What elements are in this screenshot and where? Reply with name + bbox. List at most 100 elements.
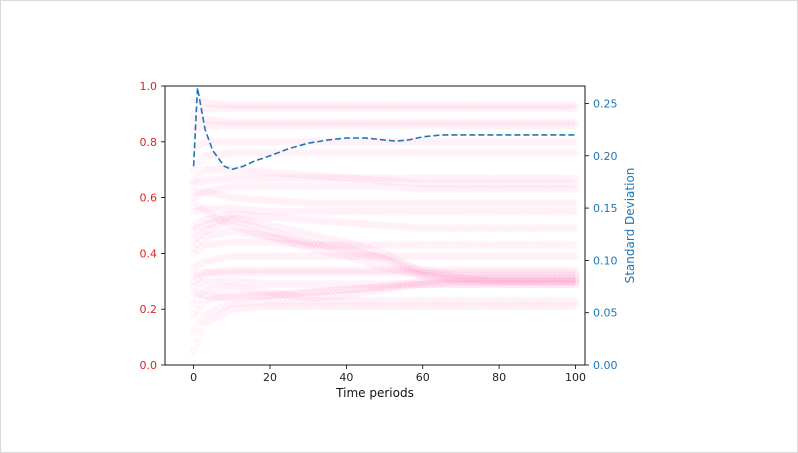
agent-path-marker [552,179,561,188]
agent-path-marker [434,118,442,127]
agent-path-marker [430,179,439,188]
agent-path-marker [556,104,565,113]
agent-path-marker [483,101,492,110]
agent-path-marker [235,137,244,146]
agent-path-marker [411,104,419,113]
agent-path-marker [208,189,217,198]
agent-path-marker [430,101,439,110]
agent-path-marker [338,104,347,113]
agent-path-marker [231,101,240,110]
agent-path-marker [414,121,423,129]
agent-path-marker [426,104,435,113]
agent-path-marker [403,178,412,187]
agent-path-marker [460,199,469,208]
agent-path-marker [518,179,526,188]
agent-path-marker [422,118,431,127]
agent-path-marker [327,118,335,127]
agent-path-marker [552,207,561,216]
agent-path-marker [308,199,316,208]
agent-path-marker [330,207,339,216]
agent-path-marker [288,207,297,216]
agent-path-marker [266,101,274,110]
agent-path-marker [468,224,477,233]
agent-path-marker [380,199,389,208]
agent-path-marker [239,149,248,157]
agent-path-marker [323,149,332,157]
agent-path-marker [216,204,225,213]
agent-path-marker [529,121,538,129]
agent-path-marker [472,149,481,157]
agent-path-marker [453,149,461,157]
agent-path-marker [560,224,568,233]
agent-path-marker [338,118,347,127]
agent-path-marker [479,104,488,113]
agent-path-marker [464,121,473,129]
agent-path-marker [548,104,557,113]
agent-path-marker [567,101,576,110]
agent-path-marker [548,179,557,188]
agent-path-marker [189,347,198,355]
agent-path-marker [300,101,309,110]
agent-path-marker [338,101,347,110]
agent-path-marker [479,149,488,157]
agent-path-marker [556,207,565,216]
agent-path-marker [227,149,236,157]
agent-path-marker [323,172,332,181]
agent-path-marker [395,178,404,186]
agent-path-marker [456,101,465,110]
agent-path-marker [334,101,343,110]
agent-path-marker [445,179,454,188]
agent-path-marker [563,118,572,127]
agent-path-marker [533,121,542,129]
agent-path-2 [189,96,580,110]
agent-path-marker [243,194,251,203]
agent-path-marker [422,207,431,216]
y2-tick-label: 0.20 [593,150,618,163]
agent-path-marker [327,173,335,181]
agent-path-marker [468,118,477,127]
agent-path-marker [376,176,385,185]
agent-path-marker [525,207,534,216]
agent-path-marker [262,168,271,177]
agent-path-marker [250,137,259,146]
agent-path-marker [502,224,511,233]
agent-path-marker [201,137,209,146]
agent-paths-layer [189,96,580,355]
agent-path-marker [518,104,526,113]
agent-path-marker [506,207,515,216]
agent-path-marker [231,210,240,219]
agent-path-marker [529,137,538,146]
agent-path-marker [521,121,530,129]
agent-path-marker [201,221,209,230]
agent-path-marker [483,149,492,157]
agent-path-marker [437,179,446,188]
agent-path-marker [441,199,450,208]
agent-path-marker [506,101,515,110]
agent-path-marker [403,199,412,208]
agent-path-marker [567,137,576,146]
agent-path-marker [460,179,469,188]
agent-path-marker [330,104,339,113]
agent-path-marker [521,149,530,157]
agent-path-marker [479,121,488,129]
agent-path-marker [231,137,240,146]
agent-path-marker [300,149,309,157]
agent-path-marker [193,173,202,181]
agent-path-marker [216,150,225,159]
agent-path-marker [346,174,355,183]
agent-path-marker [426,199,435,208]
agent-path-marker [288,137,297,146]
agent-path-marker [380,101,389,110]
agent-path-marker [346,207,355,216]
agent-path-marker [392,222,400,231]
agent-path-marker [541,104,549,113]
agent-path-marker [288,170,297,179]
agent-path-marker [479,224,488,233]
agent-path-marker [273,104,282,113]
agent-path-marker [506,224,515,233]
agent-path-marker [571,179,580,188]
y2-tick-label: 0.15 [593,202,618,215]
agent-path-marker [330,199,339,208]
agent-path-marker [376,221,385,230]
